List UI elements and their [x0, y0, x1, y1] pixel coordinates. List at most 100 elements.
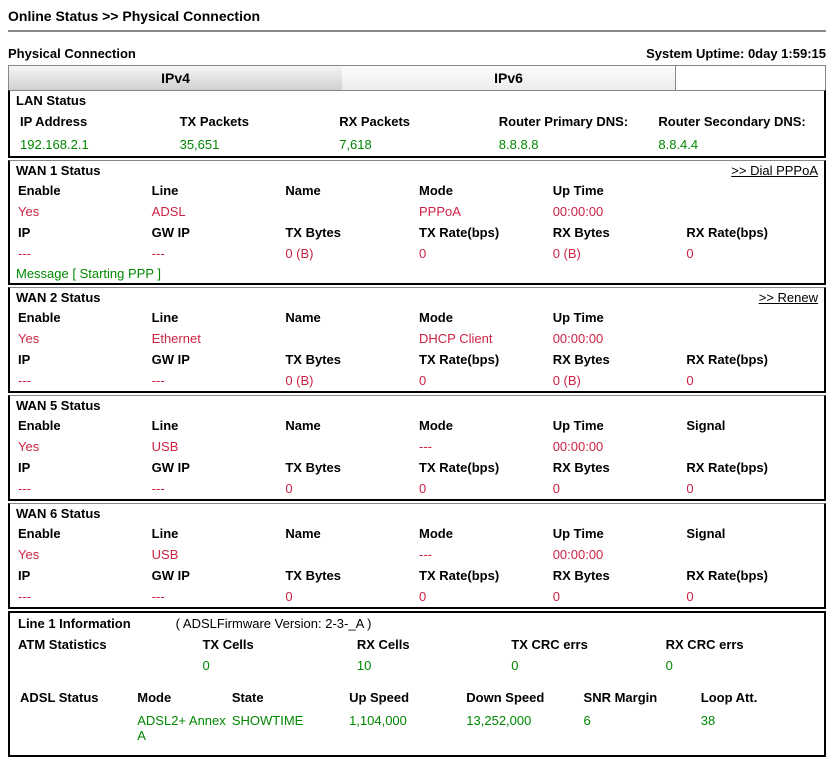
- wan1-spacer2: [684, 202, 818, 221]
- wan2-txr-h: TX Rate(bps): [417, 350, 551, 369]
- lan-title: LAN Status: [16, 93, 86, 108]
- atm-label: ATM Statistics: [16, 635, 200, 654]
- atm-rxcrc-v: 0: [664, 656, 818, 675]
- wan2-rxr-v: 0: [684, 371, 818, 390]
- wan6-uptime-v: 00:00:00: [551, 545, 685, 564]
- wan6-signal-h: Signal: [684, 524, 818, 543]
- wan5-ip-v: ---: [16, 479, 150, 498]
- wan1-txr-v: 0: [417, 244, 551, 263]
- wan1-dial-link[interactable]: >> Dial PPPoA: [731, 163, 818, 178]
- lan-pdns-header: Router Primary DNS:: [497, 112, 657, 131]
- wan6-txb-h: TX Bytes: [283, 566, 417, 585]
- lan-pdns-value: 8.8.8.8: [497, 135, 657, 154]
- wan1-txr-h: TX Rate(bps): [417, 223, 551, 242]
- wan2-mode-h: Mode: [417, 308, 551, 327]
- wan6-txr-h: TX Rate(bps): [417, 566, 551, 585]
- wan1-mode-v: PPPoA: [417, 202, 551, 221]
- lan-rx-value: 7,618: [337, 135, 497, 154]
- wan2-uptime-h: Up Time: [551, 308, 685, 327]
- wan2-txb-v: 0 (B): [283, 371, 417, 390]
- wan5-enable-h: Enable: [16, 416, 150, 435]
- wan1-mode-h: Mode: [417, 181, 551, 200]
- wan5-rxr-v: 0: [684, 479, 818, 498]
- lan-ip-header: IP Address: [18, 112, 178, 131]
- tab-ipv6[interactable]: IPv6: [342, 66, 675, 90]
- tabs: IPv4 IPv6: [8, 65, 826, 91]
- atm-rxcells-h: RX Cells: [355, 635, 509, 654]
- wan1-message: Message [ Starting PPP ]: [10, 264, 824, 283]
- wan5-uptime-h: Up Time: [551, 416, 685, 435]
- adsl-up-h: Up Speed: [347, 688, 464, 707]
- wan5-line-v: USB: [150, 437, 284, 456]
- wan6-ip-h: IP: [16, 566, 150, 585]
- wan6-mode-v: ---: [417, 545, 551, 564]
- atm-txcells-v: 0: [200, 656, 354, 675]
- wan2-line-h: Line: [150, 308, 284, 327]
- wan2-ip-v: ---: [16, 371, 150, 390]
- wan5-txb-v: 0: [283, 479, 417, 498]
- wan1-name-h: Name: [283, 181, 417, 200]
- wan1-rxr-v: 0: [684, 244, 818, 263]
- wan2-mode-v: DHCP Client: [417, 329, 551, 348]
- wan2-rxb-v: 0 (B): [551, 371, 685, 390]
- lan-status-section: LAN Status IP Address TX Packets RX Pack…: [8, 90, 826, 158]
- section-header: Physical Connection: [8, 46, 136, 61]
- lan-tx-header: TX Packets: [178, 112, 338, 131]
- wan5-name-v: [283, 437, 417, 456]
- wan5-gwip-v: ---: [150, 479, 284, 498]
- wan5-name-h: Name: [283, 416, 417, 435]
- wan2-name-h: Name: [283, 308, 417, 327]
- wan2-renew-link[interactable]: >> Renew: [759, 290, 818, 305]
- wan2-uptime-v: 00:00:00: [551, 329, 685, 348]
- wan6-txb-v: 0: [283, 587, 417, 606]
- wan5-gwip-h: GW IP: [150, 458, 284, 477]
- line1-section: Line 1 Information ( ADSLFirmware Versio…: [8, 611, 826, 757]
- lan-sdns-header: Router Secondary DNS:: [656, 112, 816, 131]
- wan1-rxr-h: RX Rate(bps): [684, 223, 818, 242]
- adsl-mode-h: Mode: [135, 688, 230, 707]
- adsl-mode-v: ADSL2+ Annex A: [135, 711, 230, 745]
- tab-spacer: [675, 66, 825, 90]
- wan1-ip-h: IP: [16, 223, 150, 242]
- adsl-snr-v: 6: [582, 711, 699, 745]
- atm-spacer: [16, 656, 200, 675]
- wan1-rxb-v: 0 (B): [551, 244, 685, 263]
- atm-rxcrc-h: RX CRC errs: [664, 635, 818, 654]
- lan-ip-value: 192.168.2.1: [18, 135, 178, 154]
- adsl-snr-h: SNR Margin: [582, 688, 699, 707]
- wan5-ip-h: IP: [16, 458, 150, 477]
- lan-rx-header: RX Packets: [337, 112, 497, 131]
- wan5-rxb-h: RX Bytes: [551, 458, 685, 477]
- wan6-rxr-h: RX Rate(bps): [684, 566, 818, 585]
- wan6-txr-v: 0: [417, 587, 551, 606]
- wan2-name-v: [283, 329, 417, 348]
- atm-txcrc-h: TX CRC errs: [509, 635, 663, 654]
- adsl-state-v: SHOWTIME: [230, 711, 347, 745]
- wan1-title: WAN 1 Status: [16, 163, 101, 178]
- wan6-uptime-h: Up Time: [551, 524, 685, 543]
- wan2-section: WAN 2 Status >> Renew Enable Line Name M…: [8, 287, 826, 393]
- adsl-label: ADSL Status: [18, 688, 135, 707]
- wan5-txr-v: 0: [417, 479, 551, 498]
- wan6-title: WAN 6 Status: [16, 506, 101, 521]
- wan6-enable-v: Yes: [16, 545, 150, 564]
- adsl-loop-h: Loop Att.: [699, 688, 816, 707]
- wan5-title: WAN 5 Status: [16, 398, 101, 413]
- wan2-gwip-h: GW IP: [150, 350, 284, 369]
- wan1-txb-h: TX Bytes: [283, 223, 417, 242]
- wan1-line-h: Line: [150, 181, 284, 200]
- wan6-rxb-h: RX Bytes: [551, 566, 685, 585]
- tab-ipv4[interactable]: IPv4: [9, 66, 342, 90]
- wan5-txb-h: TX Bytes: [283, 458, 417, 477]
- wan5-rxb-v: 0: [551, 479, 685, 498]
- wan6-mode-h: Mode: [417, 524, 551, 543]
- wan6-enable-h: Enable: [16, 524, 150, 543]
- wan2-spacer: [684, 308, 818, 327]
- wan6-gwip-v: ---: [150, 587, 284, 606]
- wan6-rxb-v: 0: [551, 587, 685, 606]
- adsl-spacer: [18, 711, 135, 745]
- atm-txcells-h: TX Cells: [200, 635, 354, 654]
- wan2-spacer2: [684, 329, 818, 348]
- wan5-txr-h: TX Rate(bps): [417, 458, 551, 477]
- wan2-txb-h: TX Bytes: [283, 350, 417, 369]
